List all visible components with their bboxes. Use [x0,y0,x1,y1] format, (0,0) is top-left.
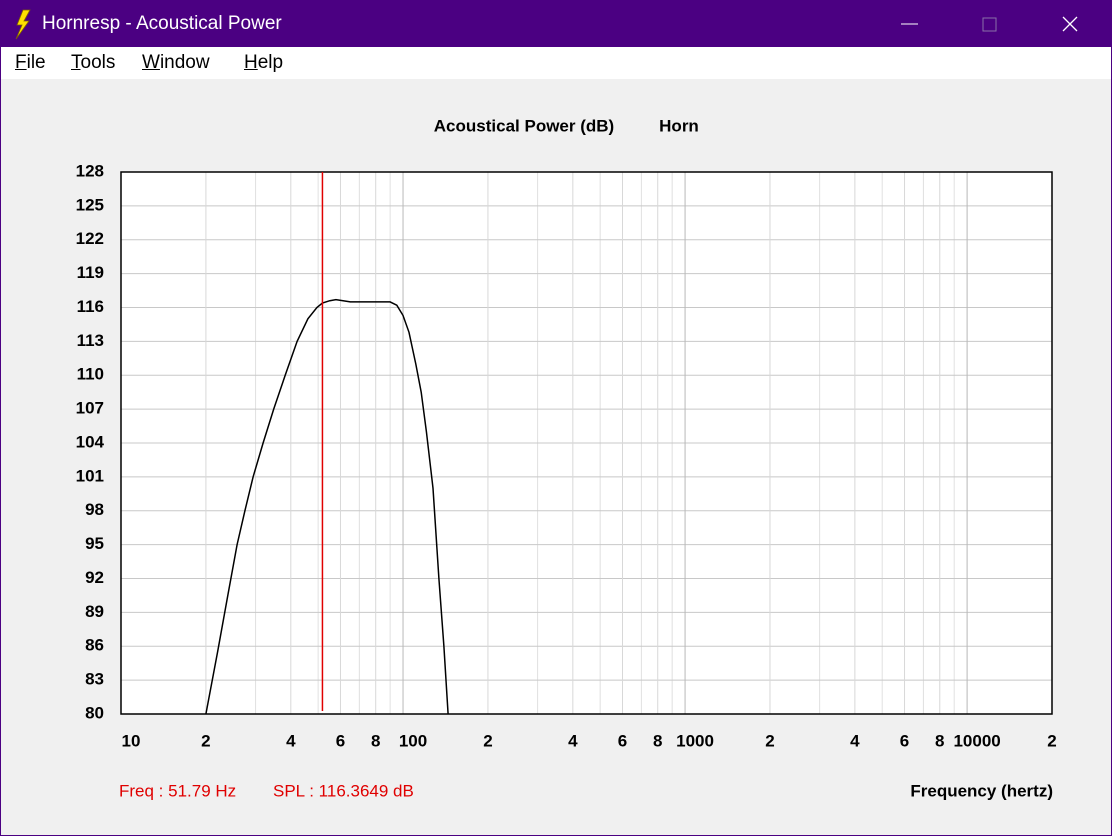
y-tick-label: 80 [85,703,104,722]
close-button[interactable] [1062,16,1078,32]
y-tick-label: 104 [76,432,105,451]
x-tick-label: 6 [618,731,627,750]
y-tick-label: 92 [85,568,104,587]
y-tick-label: 98 [85,500,104,519]
chart-subtitle: Horn [659,116,699,135]
x-tick-label: 2 [201,731,210,750]
cursor-frequency: Freq : 51.79 Hz [119,781,236,800]
x-tick-label: 8 [371,731,380,750]
x-tick-label: 2 [765,731,774,750]
window-title: Hornresp - Acoustical Power [42,13,282,34]
y-tick-label: 107 [76,399,104,418]
y-tick-label: 83 [85,670,104,689]
x-tick-label: 10000 [953,731,1000,750]
y-tick-label: 86 [85,636,104,655]
menu-item[interactable]: Tools [71,52,116,73]
y-tick-label: 119 [77,263,104,282]
y-tick-label: 116 [77,297,104,316]
menu-item[interactable]: Help [244,52,284,73]
x-tick-label: 4 [850,731,860,750]
app-icon [15,9,31,40]
y-tick-label: 128 [76,161,104,180]
y-tick-label: 110 [77,365,104,384]
y-tick-label: 122 [76,229,104,248]
menu-item[interactable]: Window [142,52,210,73]
x-tick-label: 100 [399,731,427,750]
y-tick-label: 95 [85,534,104,553]
x-tick-label: 6 [336,731,345,750]
y-tick-label: 101 [76,466,104,485]
x-tick-label: 1000 [676,731,714,750]
menu-item[interactable]: File [15,52,46,73]
x-tick-label: 4 [286,731,296,750]
x-tick-label: 8 [935,731,944,750]
y-tick-label: 113 [77,331,104,350]
x-tick-label: 8 [653,731,662,750]
menu-bar: File Tools Window Help [1,47,1111,79]
y-tick-label: 125 [76,195,104,214]
x-tick-label: 6 [900,731,909,750]
x-tick-label: 2 [483,731,492,750]
cursor-spl: SPL : 116.3649 dB [273,781,414,800]
x-tick-label: 10 [122,731,141,750]
response-curve [205,298,449,715]
chart-title: Acoustical Power (dB) [434,116,614,135]
window-controls[interactable] [881,1,1081,47]
title-bar: Hornresp - Acoustical Power [1,1,1111,47]
y-tick-label: 89 [85,602,104,621]
x-tick-label: 4 [568,731,578,750]
x-axis-label: Frequency (hertz) [910,781,1053,800]
x-tick-label: 2 [1047,731,1056,750]
plot-border [120,171,1053,715]
maximize-button[interactable] [982,17,997,32]
